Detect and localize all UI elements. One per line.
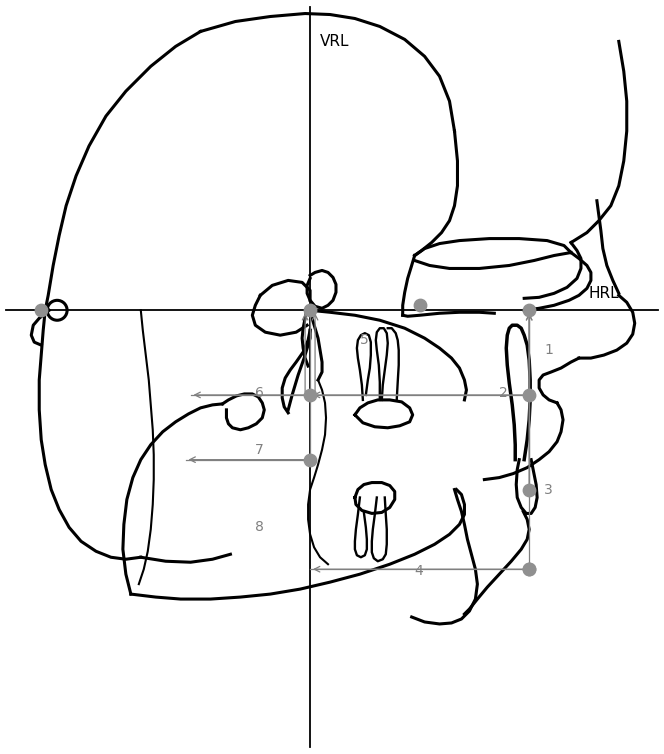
Text: 8: 8 xyxy=(256,520,264,535)
Text: 4: 4 xyxy=(414,564,424,578)
Text: 2: 2 xyxy=(499,386,508,400)
Text: 5: 5 xyxy=(360,333,369,347)
Text: 7: 7 xyxy=(256,443,264,457)
Text: 6: 6 xyxy=(256,386,264,400)
Text: VRL: VRL xyxy=(320,35,349,50)
Point xyxy=(414,299,425,311)
Text: HRL: HRL xyxy=(589,287,620,302)
Point xyxy=(524,483,535,495)
Point xyxy=(524,389,535,401)
Point xyxy=(524,563,535,575)
Text: 3: 3 xyxy=(544,483,553,497)
Text: 1: 1 xyxy=(544,343,553,357)
Point xyxy=(524,305,535,317)
Point xyxy=(524,563,535,575)
Point xyxy=(305,389,315,401)
Point xyxy=(305,305,315,317)
Point xyxy=(305,454,315,466)
Point xyxy=(36,305,46,317)
